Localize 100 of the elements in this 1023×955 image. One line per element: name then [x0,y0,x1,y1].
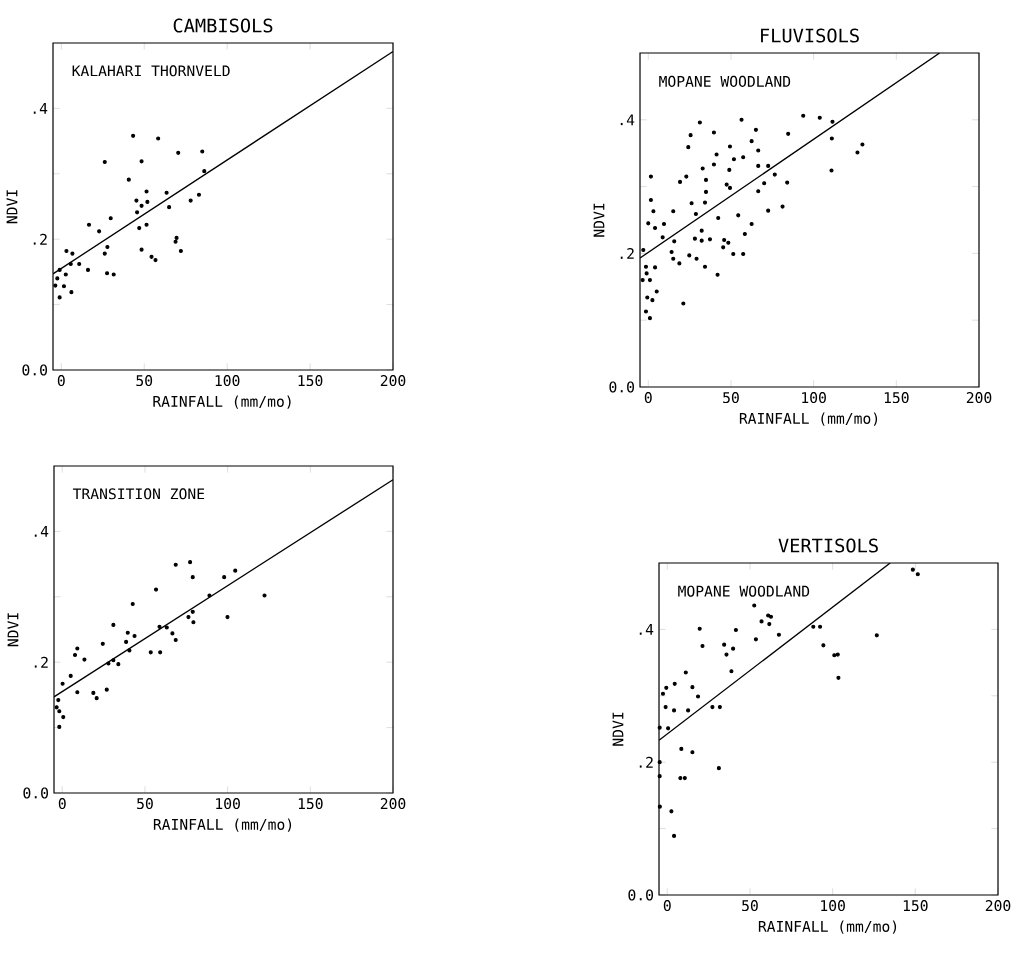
point [700,643,705,649]
point [657,804,662,809]
x-axis-title: RAINFALL (mm/mo) [153,395,291,409]
x-tick-label: 200 [966,392,992,404]
point [776,632,781,637]
point [57,295,62,300]
point [672,681,677,686]
point [97,229,102,234]
point [733,627,738,633]
point [186,614,191,620]
y-tick-label: .4 [620,114,635,126]
point [156,136,161,141]
y-axis-title: NDVI [593,203,605,237]
x-tick-label: 50 [742,900,758,912]
point [85,267,91,272]
point [683,670,688,675]
point [131,133,136,138]
point [731,646,736,651]
point [124,639,129,644]
y-tick-label: .2 [639,756,653,768]
point [818,624,823,629]
y-tick-label: .2 [33,233,47,245]
point [835,652,840,657]
point [137,226,142,231]
x-tick-label: 200 [985,900,1011,912]
y-tick-label: 0.0 [609,381,635,393]
point [130,601,135,607]
point [690,685,695,690]
point [68,673,73,678]
x-tick-label: 0 [57,375,65,387]
point [148,650,153,655]
x-tick-label: 150 [903,900,928,912]
point [100,641,105,646]
point [61,715,66,720]
point [174,235,179,240]
point [697,626,702,631]
y-tick-label: 0.0 [628,889,654,901]
point [176,150,181,155]
point [144,222,149,227]
point [167,205,172,210]
point [105,271,110,276]
point [768,614,774,619]
point [663,705,668,710]
x-tick-label: 50 [723,392,739,404]
x-tick-label: 100 [216,798,240,810]
point [729,669,734,674]
point [679,746,684,751]
point [139,203,144,208]
point [178,248,183,254]
point [132,633,137,639]
x-tick-label: 50 [136,375,153,387]
point [666,726,671,731]
point [64,248,69,254]
point [94,696,99,701]
point [57,267,62,272]
point [910,567,915,572]
point [686,708,691,713]
point [200,149,205,154]
annotation: MOPANE WOODLAND [659,75,791,87]
point [116,662,121,667]
point [60,681,65,686]
point [144,189,149,194]
point [664,685,669,690]
point [874,633,879,638]
point [70,251,75,256]
x-tick-label: 100 [821,900,845,912]
x-tick-label: 50 [137,798,153,810]
point [57,709,62,714]
y-tick-label: .2 [620,247,634,259]
x-tick-label: 0 [644,392,652,404]
point [164,190,169,195]
y-axis-title: NDVI [6,190,18,224]
point [660,691,666,696]
x-tick-label: 100 [802,392,826,404]
point [111,272,116,277]
point [671,833,677,838]
x-axis-title: RAINFALL (mm/mo) [758,920,897,934]
point [190,609,195,614]
point [75,690,80,695]
point [821,643,826,648]
point [836,675,841,680]
point [77,261,82,267]
point [139,159,144,164]
x-axis-title: RAINFALL (mm/mo) [153,818,292,832]
point [102,251,107,256]
point [710,705,715,710]
x-tick-label: 200 [380,375,406,387]
x-axis-title: RAINFALL (mm/mo) [739,412,878,426]
point [695,694,701,699]
point [61,284,67,289]
x-tick-label: 200 [380,798,406,810]
point [767,622,772,627]
y-tick-label: .4 [33,103,48,114]
y-tick-label: 0.0 [23,787,49,799]
point [75,646,80,651]
x-tick-label: 0 [58,798,66,810]
annotation: KALAHARI THORNVELD [72,65,230,77]
point [111,658,116,663]
point [54,705,59,710]
point [82,657,87,662]
